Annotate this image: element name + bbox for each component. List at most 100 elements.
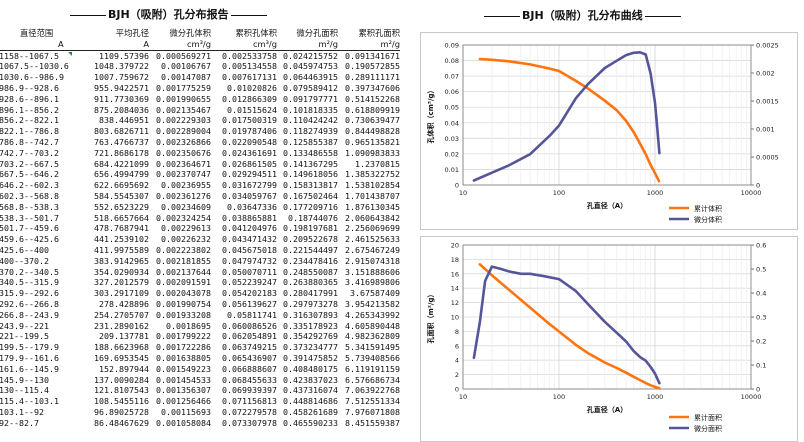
table-row-cell[interactable]: 0.024215752 bbox=[283, 50, 338, 61]
table-row-cell[interactable]: 179.9--161.6 bbox=[0, 352, 59, 363]
table-row-cell[interactable]: 667.5--646.2 bbox=[0, 169, 59, 180]
table-row-cell[interactable]: 0.002324254 bbox=[156, 212, 211, 223]
pore-area-chart[interactable]: 0 2 4 6 8 10 12 14 16 18 20 0 0.1 0.2 0.3 0.4 0.5 0.6 10 10… bbox=[420, 236, 798, 442]
table-row-cell[interactable]: 0.437316074 bbox=[283, 385, 338, 396]
table-row-cell[interactable]: 1.876130345 bbox=[345, 201, 400, 212]
table-row-cell[interactable]: 0.00229613 bbox=[161, 223, 211, 234]
table-row-cell[interactable]: 0.514152268 bbox=[345, 93, 400, 104]
table-row-cell[interactable]: 0.034059767 bbox=[222, 190, 277, 201]
table-row-cell[interactable]: 0.002533758 bbox=[222, 50, 277, 61]
table-row-cell[interactable]: 1.701438707 bbox=[345, 190, 400, 201]
table-row-cell[interactable]: 303.2917109 bbox=[94, 288, 149, 299]
table-row-cell[interactable]: 1030.6--986.9 bbox=[0, 72, 64, 83]
table-row-cell[interactable]: 0.045974753 bbox=[283, 61, 338, 72]
table-row-cell[interactable]: 0.18744076 bbox=[288, 212, 338, 223]
table-row-cell[interactable]: 0.101818335 bbox=[283, 104, 338, 115]
table-row-cell[interactable]: 4.265343992 bbox=[345, 309, 400, 320]
table-row-cell[interactable]: 0.280417991 bbox=[283, 288, 338, 299]
table-row-cell[interactable]: 115.4--103.1 bbox=[0, 396, 59, 407]
table-row-cell[interactable]: 518.6657664 bbox=[94, 212, 149, 223]
table-row-cell[interactable]: 0.0018695 bbox=[166, 320, 211, 331]
table-row-cell[interactable]: 0.316307893 bbox=[283, 309, 338, 320]
table-row-cell[interactable]: 2.461525633 bbox=[345, 234, 400, 245]
table-row-cell[interactable]: 0.00236955 bbox=[161, 180, 211, 191]
table-row-cell[interactable]: 1067.5--1030.6 bbox=[0, 61, 69, 72]
table-row-cell[interactable]: 0.012866309 bbox=[222, 93, 277, 104]
table-row-cell[interactable]: 0.002350676 bbox=[156, 147, 211, 158]
table-row-cell[interactable]: 928.6--896.1 bbox=[0, 93, 59, 104]
table-row-cell[interactable]: 0.002137644 bbox=[156, 266, 211, 277]
table-row-cell[interactable]: 0.01020826 bbox=[227, 82, 277, 93]
table-row-cell[interactable]: 0.397347606 bbox=[345, 82, 400, 93]
table-row-cell[interactable]: 0.618809919 bbox=[345, 104, 400, 115]
table-row-cell[interactable]: 92--82.7 bbox=[0, 417, 39, 428]
table-row-cell[interactable]: 763.4766737 bbox=[94, 136, 149, 147]
table-row-cell[interactable]: 425.6--400 bbox=[0, 244, 49, 255]
table-row-cell[interactable]: 0.335178923 bbox=[283, 320, 338, 331]
table-row-cell[interactable]: 0.001256466 bbox=[156, 396, 211, 407]
table-row-cell[interactable]: 0.062054891 bbox=[222, 331, 277, 342]
table-row-cell[interactable]: 0.177209716 bbox=[283, 201, 338, 212]
table-units-row-cell[interactable]: m²/g bbox=[318, 38, 338, 49]
table-row-cell[interactable]: 1158--1067.5 bbox=[0, 50, 59, 61]
table-row-cell[interactable]: 856.2--822.1 bbox=[0, 115, 59, 126]
table-row-cell[interactable]: 0.043471432 bbox=[222, 234, 277, 245]
table-row-cell[interactable]: 838.446951 bbox=[99, 115, 149, 126]
table-row-cell[interactable]: 0.297973278 bbox=[283, 298, 338, 309]
table-row-cell[interactable]: 0.00234609 bbox=[161, 201, 211, 212]
table-row-cell[interactable]: 152.897944 bbox=[99, 363, 149, 374]
table-row-cell[interactable]: 0.065436907 bbox=[222, 352, 277, 363]
table-row-cell[interactable]: 2.256069699 bbox=[345, 223, 400, 234]
table-row-cell[interactable]: 0.002361276 bbox=[156, 190, 211, 201]
table-row-cell[interactable]: 2.675467249 bbox=[345, 244, 400, 255]
table-row-cell[interactable]: 0.001356307 bbox=[156, 385, 211, 396]
table-row-cell[interactable]: 501.7--459.6 bbox=[0, 223, 59, 234]
table-row-cell[interactable]: 875.2084036 bbox=[94, 104, 149, 115]
table-row-cell[interactable]: 0.002229303 bbox=[156, 115, 211, 126]
table-row-cell[interactable]: 0.05811741 bbox=[227, 309, 277, 320]
table-row-cell[interactable]: 0.001990655 bbox=[156, 93, 211, 104]
table-row-cell[interactable]: 0.026861505 bbox=[222, 158, 277, 169]
table-row-cell[interactable]: 0.209522678 bbox=[283, 234, 338, 245]
table-row-cell[interactable]: 0.002223802 bbox=[156, 244, 211, 255]
table-row-cell[interactable]: 742.7--703.2 bbox=[0, 147, 59, 158]
table-row-cell[interactable]: 0.002135467 bbox=[156, 104, 211, 115]
table-row-cell[interactable]: 0.730639477 bbox=[345, 115, 400, 126]
table-row-cell[interactable]: 0.158313817 bbox=[283, 180, 338, 191]
table-row-cell[interactable]: 0.167502464 bbox=[283, 190, 338, 201]
table-row-cell[interactable]: 0.354292769 bbox=[283, 331, 338, 342]
table-row-cell[interactable]: 584.5545307 bbox=[94, 190, 149, 201]
table-row-cell[interactable]: 0.052239247 bbox=[222, 277, 277, 288]
table-row-cell[interactable]: 986.9--928.6 bbox=[0, 82, 59, 93]
table-row-cell[interactable]: 0.00106767 bbox=[161, 61, 211, 72]
table-row-cell[interactable]: 0.458261689 bbox=[283, 406, 338, 417]
table-row-cell[interactable]: 266.8--243.9 bbox=[0, 309, 59, 320]
table-row-cell[interactable]: 243.9--221 bbox=[0, 320, 49, 331]
table-row-cell[interactable]: 2.915074318 bbox=[345, 255, 400, 266]
table-row-cell[interactable]: 2.060643842 bbox=[345, 212, 400, 223]
table-row-cell[interactable]: 0.001775259 bbox=[156, 82, 211, 93]
table-row-cell[interactable]: 0.007617131 bbox=[222, 72, 277, 83]
table-units-row-cell[interactable]: cm³/g bbox=[186, 38, 211, 49]
table-row-cell[interactable]: 822.1--786.8 bbox=[0, 126, 59, 137]
table-row-cell[interactable]: 0.050070711 bbox=[222, 266, 277, 277]
table-row-cell[interactable]: 370.2--340.5 bbox=[0, 266, 59, 277]
table-row-cell[interactable]: 786.8--742.7 bbox=[0, 136, 59, 147]
table-row-cell[interactable]: 3.67587409 bbox=[350, 288, 400, 299]
table-header-row-cell[interactable]: 微分孔体积 bbox=[169, 28, 212, 38]
table-row-cell[interactable]: 0.002289004 bbox=[156, 126, 211, 137]
table-row-cell[interactable]: 7.976071808 bbox=[345, 406, 400, 417]
table-row-cell[interactable]: 0.448814686 bbox=[283, 396, 338, 407]
table-row-cell[interactable]: 0.091797771 bbox=[283, 93, 338, 104]
table-row-cell[interactable]: 0.047974732 bbox=[222, 255, 277, 266]
table-row-cell[interactable]: 0.002043078 bbox=[156, 288, 211, 299]
table-units-row-cell[interactable]: A bbox=[143, 38, 149, 49]
table-row-cell[interactable]: 0.068455633 bbox=[222, 374, 277, 385]
table-row-cell[interactable]: 292.6--266.8 bbox=[0, 298, 59, 309]
table-row-cell[interactable]: 3.416989806 bbox=[345, 277, 400, 288]
table-row-cell[interactable]: 327.2012579 bbox=[94, 277, 149, 288]
table-row-cell[interactable]: 0.002370747 bbox=[156, 169, 211, 180]
table-row-cell[interactable]: 803.6826711 bbox=[94, 126, 149, 137]
table-row-cell[interactable]: 0.133486558 bbox=[283, 147, 338, 158]
table-row-cell[interactable]: 0.001454533 bbox=[156, 374, 211, 385]
